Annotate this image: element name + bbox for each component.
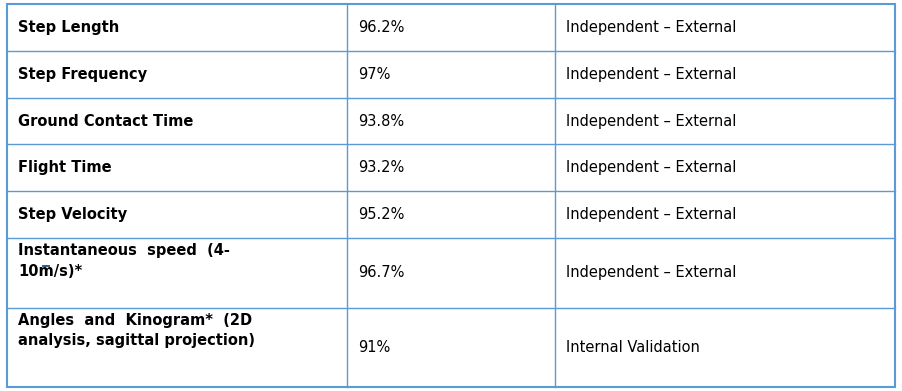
Text: 93.2%: 93.2% (358, 160, 404, 176)
Text: Step Frequency: Step Frequency (18, 67, 147, 82)
Text: 96.2%: 96.2% (358, 20, 404, 35)
Text: Independent – External: Independent – External (566, 207, 736, 222)
Text: 96.7%: 96.7% (358, 265, 404, 280)
Text: Independent – External: Independent – External (566, 160, 736, 176)
Text: Independent – External: Independent – External (566, 67, 736, 82)
Text: 97%: 97% (358, 67, 391, 82)
Text: Angles  and  Kinogram*  (2D
analysis, sagittal projection): Angles and Kinogram* (2D analysis, sagit… (18, 312, 255, 348)
Text: Independent – External: Independent – External (566, 265, 736, 280)
Text: 93.8%: 93.8% (358, 113, 404, 129)
Text: Independent – External: Independent – External (566, 20, 736, 35)
Text: Independent – External: Independent – External (566, 113, 736, 129)
Text: Step Velocity: Step Velocity (18, 207, 127, 222)
Text: Flight Time: Flight Time (18, 160, 112, 176)
Text: Step Length: Step Length (18, 20, 119, 35)
Text: Ground Contact Time: Ground Contact Time (18, 113, 193, 129)
Text: Internal Validation: Internal Validation (566, 340, 699, 355)
Text: Instantaneous  speed  (4-
10m/s)*: Instantaneous speed (4- 10m/s)* (18, 243, 230, 279)
Text: 95.2%: 95.2% (358, 207, 404, 222)
Text: 91%: 91% (358, 340, 391, 355)
